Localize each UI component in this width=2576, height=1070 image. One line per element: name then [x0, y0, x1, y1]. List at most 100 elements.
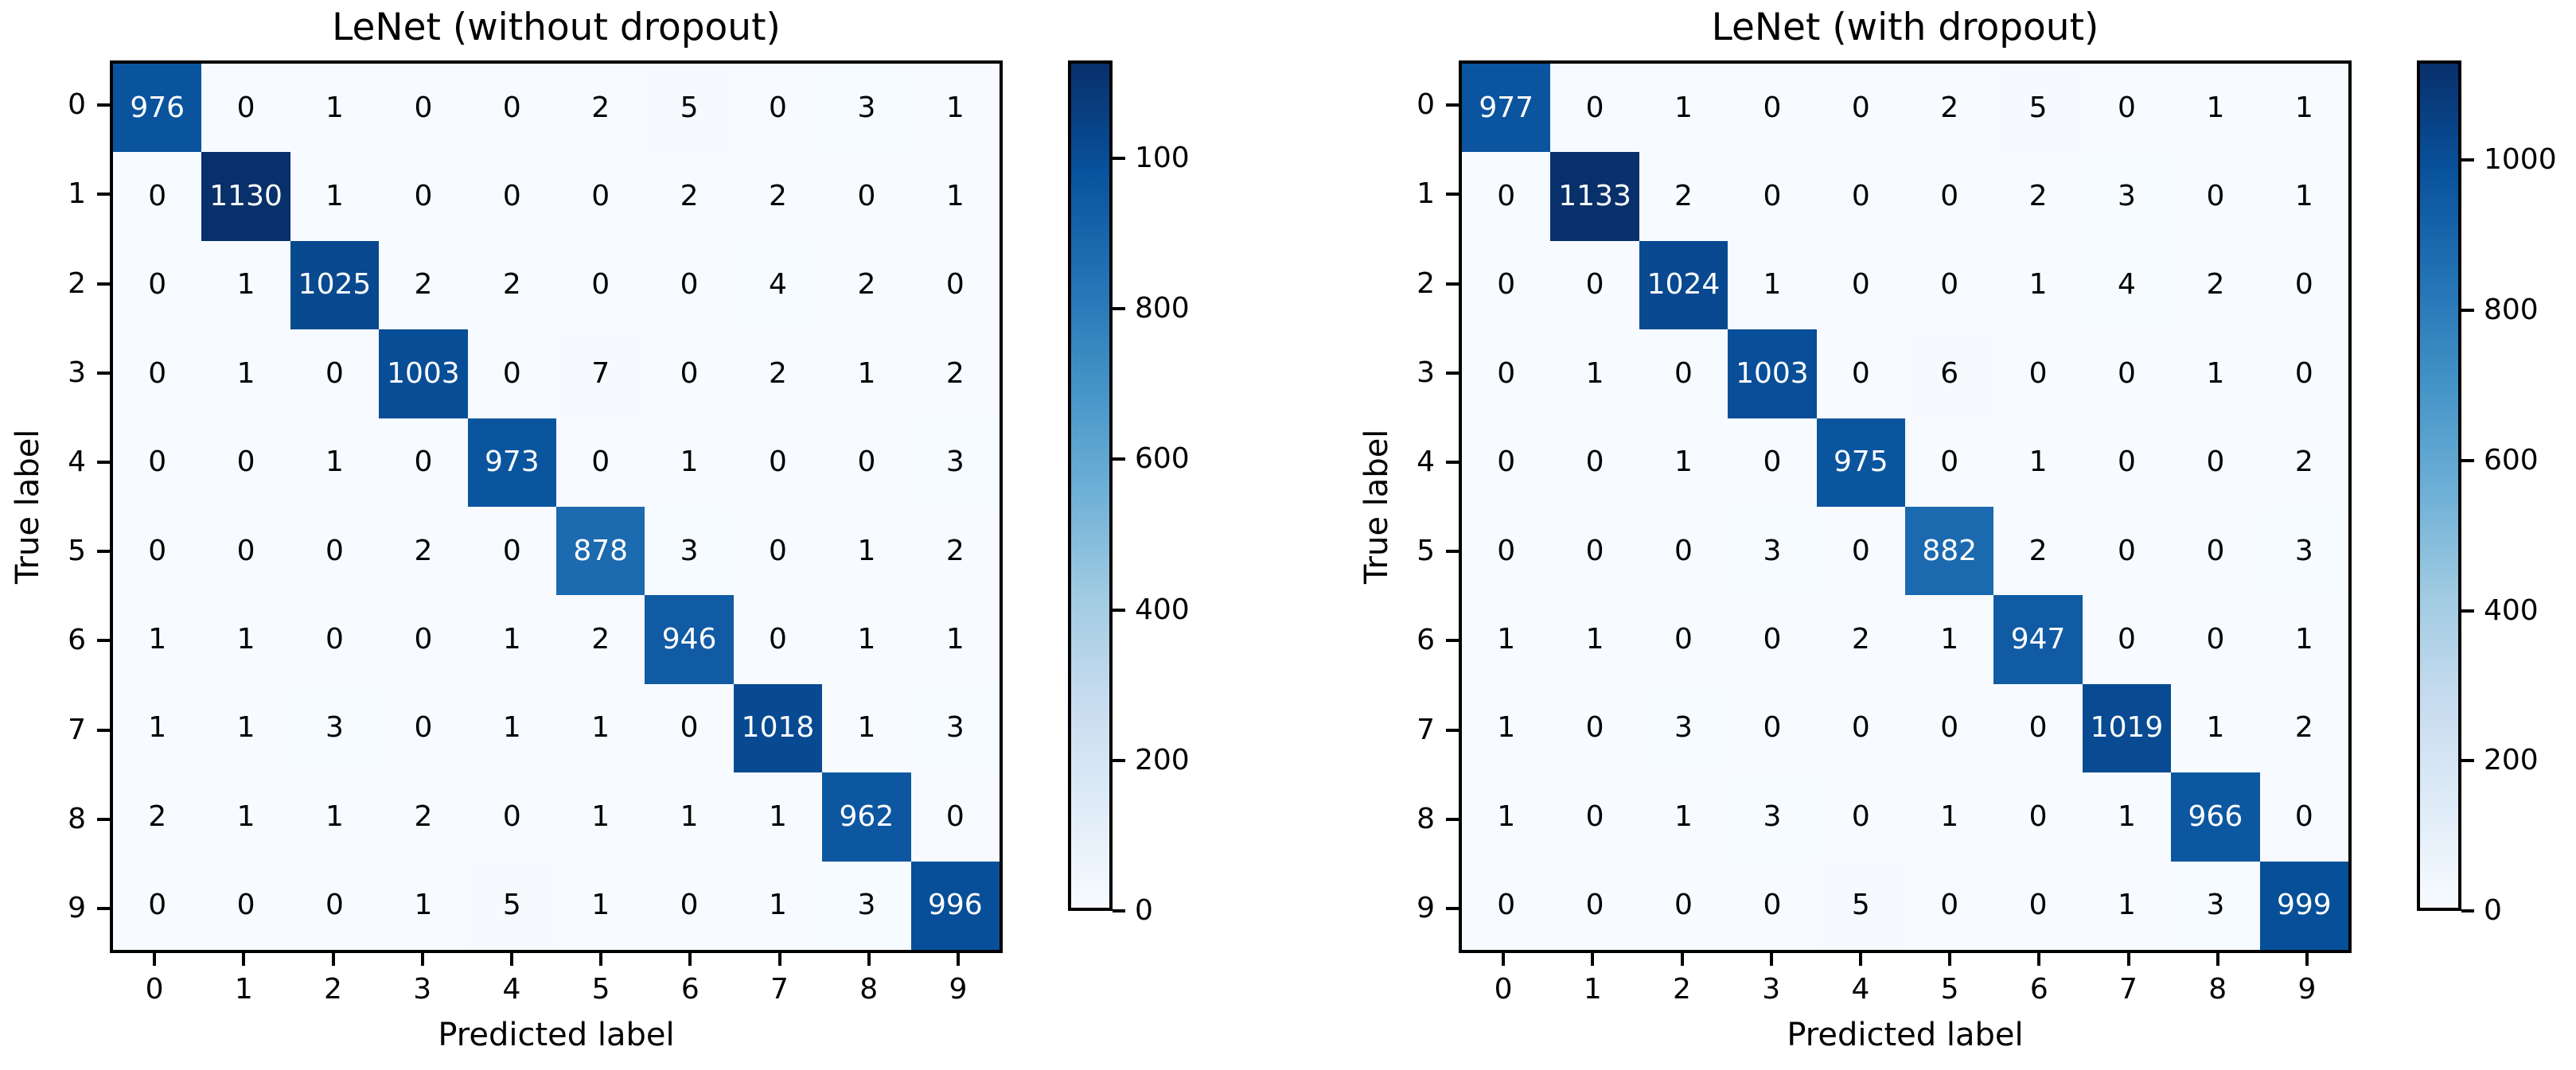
- colorbar-tick-label: 100: [1135, 141, 1190, 174]
- heatmap-cell: 1: [1993, 418, 2083, 507]
- heatmap-cell: 0: [1728, 683, 1817, 773]
- heatmap-cell: 1: [822, 329, 911, 418]
- heatmap-cell: 3: [1639, 683, 1728, 773]
- heatmap-cell: 7: [556, 329, 645, 418]
- y-tick-label: 8: [1417, 802, 1435, 835]
- colorbar-tick-label: 400: [2484, 593, 2539, 627]
- colorbar-tick-mark: [2461, 158, 2474, 162]
- heatmap-plot: 976 0 1 0 0 2 5 0 3 1 0 1130 1 0 0 0 2 2 0 1 0 1 1025 2 2 0 0 4 2 0 0 1…: [110, 60, 1003, 953]
- y-tick-labels: 0 1 2 3 4 5 6 7 8 9: [1349, 60, 1435, 953]
- heatmap-cell: 2: [2259, 683, 2348, 773]
- heatmap-cell: 2: [1639, 152, 1728, 241]
- colorbar-tick-label: 0: [1135, 894, 1153, 927]
- heatmap-cell: 3: [822, 64, 911, 153]
- heatmap-cell: 0: [113, 329, 202, 418]
- heatmap-cell: 0: [1550, 418, 1639, 507]
- heatmap-cell: 1: [733, 861, 823, 950]
- colorbar-tick-mark: [1113, 156, 1125, 160]
- heatmap-cell: 1: [910, 64, 1000, 153]
- y-tick-label: 0: [1417, 88, 1435, 122]
- x-tick-label: 2: [324, 973, 342, 1006]
- x-tick-mark: [331, 953, 335, 966]
- heatmap-cell: 3: [2171, 861, 2260, 950]
- heatmap-cell: 1024: [1639, 240, 1728, 330]
- y-tick-mark: [1446, 371, 1459, 375]
- heatmap-cell: 1: [822, 683, 911, 773]
- heatmap-cell: 0: [733, 64, 823, 153]
- y-tick-mark: [1446, 817, 1459, 821]
- heatmap-cell: 1: [1728, 240, 1817, 330]
- heatmap-cell: 3: [910, 418, 1000, 507]
- heatmap-cell: 1: [113, 595, 202, 684]
- heatmap-cell: 0: [645, 240, 734, 330]
- heatmap-cell: 2: [1905, 64, 1994, 153]
- colorbar-tick-label: 200: [2484, 744, 2539, 777]
- heatmap-cell: 2: [1993, 507, 2083, 596]
- x-tick-mark: [153, 953, 157, 966]
- heatmap-cell: 1: [645, 418, 734, 507]
- heatmap-cell: 1: [2171, 64, 2260, 153]
- heatmap-cell: 882: [1905, 507, 1994, 596]
- x-tick-mark: [509, 953, 513, 966]
- colorbar-tick-mark: [2461, 458, 2474, 462]
- x-tick-label: 7: [2119, 973, 2138, 1006]
- x-tick-label: 6: [2029, 973, 2048, 1006]
- y-tick-mark: [97, 639, 110, 643]
- heatmap-cell: 0: [822, 418, 911, 507]
- y-tick-mark: [97, 728, 110, 732]
- heatmap-cell: 0: [2171, 507, 2260, 596]
- y-tick-label: 5: [1417, 535, 1435, 568]
- heatmap-cell: 1: [822, 595, 911, 684]
- heatmap-cell: 1: [1550, 595, 1639, 684]
- heatmap-cell: 1133: [1550, 152, 1639, 241]
- colorbar-tick-label: 200: [1135, 743, 1190, 776]
- x-tick-mark: [1591, 953, 1595, 966]
- heatmap-cell: 0: [2259, 329, 2348, 418]
- heatmap-cell: 0: [1905, 240, 1994, 330]
- y-tick-label: 8: [68, 802, 86, 835]
- heatmap-cell: 1: [822, 507, 911, 596]
- heatmap-cell: 1: [201, 329, 290, 418]
- heatmap-cell: 1: [645, 772, 734, 862]
- heatmap-cell: 0: [290, 595, 380, 684]
- heatmap-cell: 2: [822, 240, 911, 330]
- y-tick-label: 6: [68, 624, 86, 657]
- heatmap-cell: 0: [467, 152, 556, 241]
- x-tick-label: 4: [1851, 973, 1870, 1006]
- heatmap-cell: 3: [910, 683, 1000, 773]
- heatmap-cell: 0: [1639, 595, 1728, 684]
- colorbar-tick-mark: [2461, 609, 2474, 613]
- x-axis-label: Predicted label: [438, 1017, 675, 1053]
- y-tick-mark: [97, 282, 110, 286]
- heatmap-cell: 1: [1550, 329, 1639, 418]
- x-tick-mark: [956, 953, 960, 966]
- colorbar: [1068, 60, 1113, 911]
- heatmap-cell: 1: [733, 772, 823, 862]
- heatmap-cell: 0: [467, 329, 556, 418]
- heatmap-cell: 1: [556, 683, 645, 773]
- heatmap-cell: 1: [1993, 240, 2083, 330]
- y-tick-mark: [97, 371, 110, 375]
- heatmap-cell: 0: [645, 329, 734, 418]
- heatmap-cell: 0: [1728, 64, 1817, 153]
- heatmap-cell: 0: [467, 772, 556, 862]
- heatmap-cell: 1: [467, 683, 556, 773]
- heatmap-cell: 996: [910, 861, 1000, 950]
- heatmap-cell: 1: [467, 595, 556, 684]
- x-tick-label: 2: [1673, 973, 1691, 1006]
- heatmap-cell: 0: [113, 240, 202, 330]
- heatmap-cell: 0: [1905, 861, 1994, 950]
- x-tick-label: 3: [413, 973, 432, 1006]
- y-tick-mark: [1446, 639, 1459, 643]
- heatmap-cell: 0: [1816, 152, 1905, 241]
- colorbar-tick-label: 400: [1135, 593, 1190, 626]
- y-tick-label: 5: [68, 535, 86, 568]
- heatmap-cell: 1: [113, 683, 202, 773]
- x-tick-label: 5: [1940, 973, 1959, 1006]
- heatmap-cell: 1: [290, 152, 380, 241]
- heatmap-cell: 2: [556, 595, 645, 684]
- x-tick-label: 7: [770, 973, 789, 1006]
- heatmap-cell: 0: [379, 64, 468, 153]
- y-tick-label: 2: [68, 267, 86, 300]
- heatmap-cell: 0: [2082, 507, 2172, 596]
